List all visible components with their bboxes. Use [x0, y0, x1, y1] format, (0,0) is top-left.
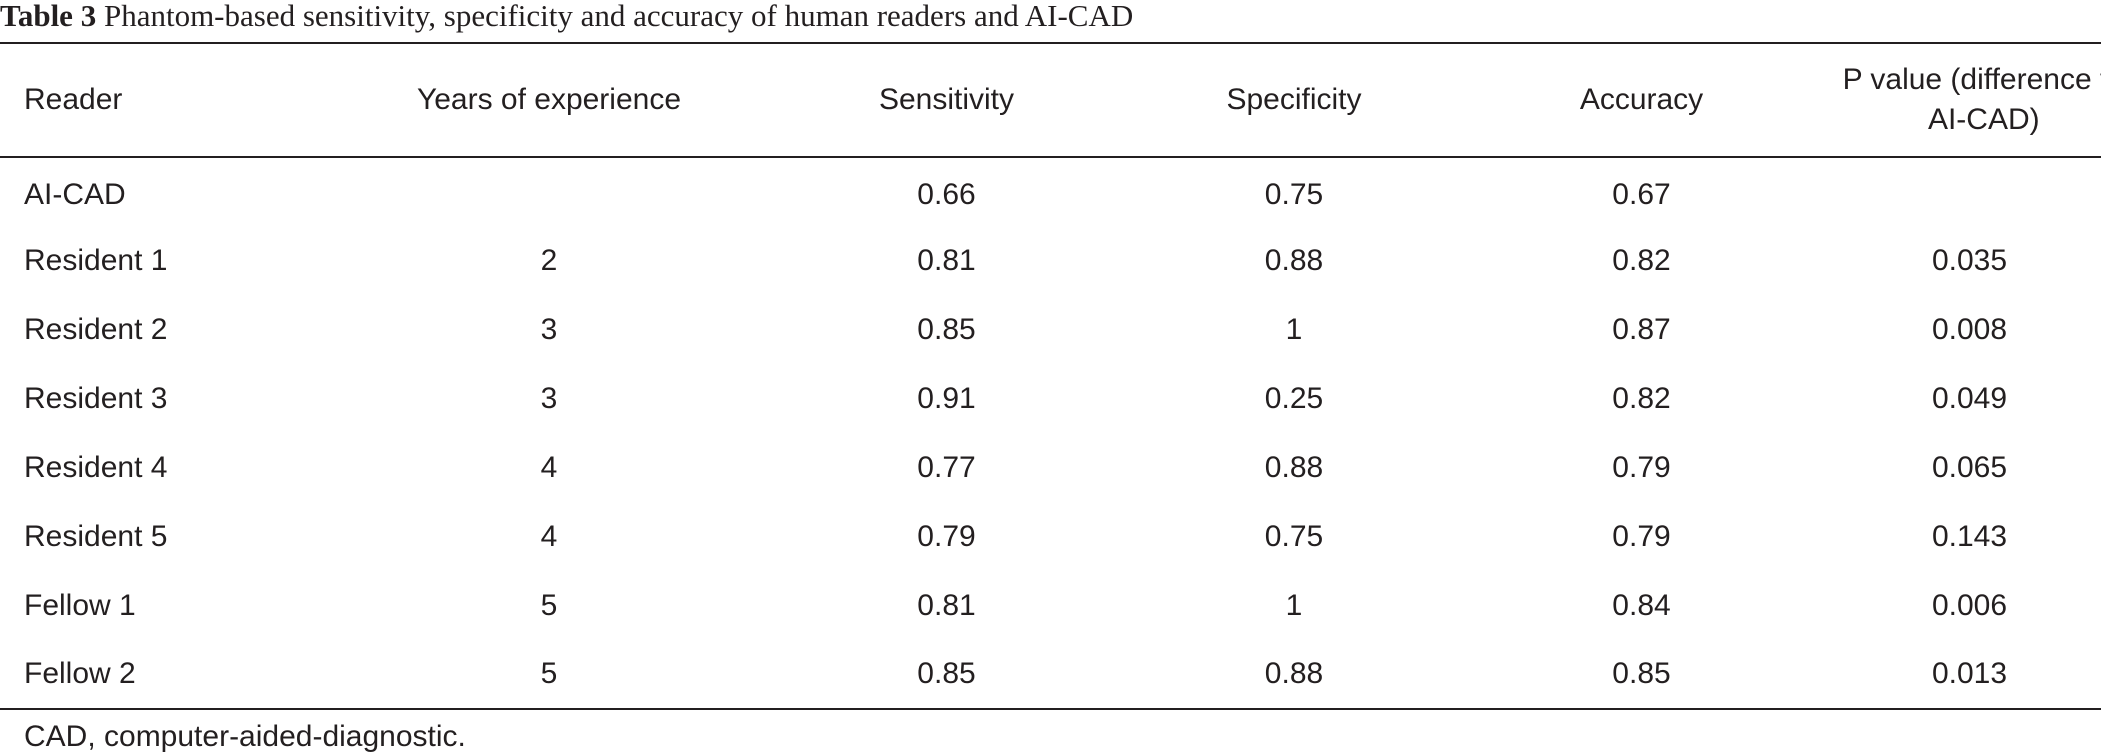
cell-accuracy: 0.85	[1612, 657, 1671, 690]
header-specificity: Specificity	[1226, 83, 1362, 116]
cell-pvalue: 0.035	[1931, 243, 2008, 277]
header-pvalue: P value (difference to AI-CAD)	[1794, 43, 2101, 157]
cell-specificity: 0.25	[1264, 381, 1324, 415]
cell-specificity: 0.88	[1264, 243, 1324, 277]
table-header: Reader Years of experience Sensitivity S…	[0, 43, 2101, 157]
cell-reader: AI-CAD	[24, 178, 126, 211]
cell-accuracy: 0.79	[1612, 450, 1671, 484]
table-row: AI-CAD 0.66 0.75 0.67	[0, 157, 2101, 226]
cell-reader: Resident 1	[24, 243, 168, 277]
cell-accuracy: 0.87	[1612, 312, 1671, 346]
cell-years: 4	[540, 450, 558, 484]
cell-pvalue: 0.006	[1931, 588, 2008, 622]
cell-sensitivity: 0.79	[917, 519, 976, 553]
cell-reader: Resident 5	[24, 519, 168, 553]
cell-specificity: 0.88	[1264, 450, 1324, 484]
cell-reader: Fellow 1	[24, 588, 136, 622]
cell-accuracy: 0.84	[1612, 588, 1671, 622]
cell-pvalue: 0.143	[1931, 519, 2008, 553]
header-years: Years of experience	[416, 83, 682, 116]
cell-specificity: 0.75	[1264, 519, 1324, 553]
cell-sensitivity: 0.66	[917, 178, 976, 211]
cell-sensitivity: 0.77	[917, 450, 976, 484]
cell-pvalue: 0.049	[1931, 381, 2008, 415]
header-row: Reader Years of experience Sensitivity S…	[0, 43, 2101, 157]
cell-sensitivity: 0.91	[917, 381, 976, 415]
table-caption-text: Phantom-based sensitivity, specificity a…	[103, 0, 1134, 33]
header-sensitivity: Sensitivity	[878, 83, 1015, 116]
table-caption-label: Table 3	[0, 0, 97, 33]
results-table: Reader Years of experience Sensitivity S…	[0, 42, 2101, 710]
cell-specificity: 0.75	[1264, 178, 1324, 211]
cell-specificity: 1	[1285, 312, 1303, 346]
table-row: Resident 4 4 0.77 0.88 0.79 0.065	[0, 433, 2101, 502]
table-row: Fellow 1 5 0.81 1 0.84 0.006	[0, 571, 2101, 640]
cell-specificity: 1	[1285, 588, 1303, 622]
cell-years: 4	[540, 519, 558, 553]
header-pvalue-text: P value (difference to AI-CAD)	[1843, 60, 2101, 140]
cell-pvalue: 0.013	[1931, 657, 2008, 690]
cell-years: 5	[540, 588, 558, 622]
cell-years: 2	[540, 243, 558, 277]
cell-accuracy: 0.82	[1612, 243, 1671, 277]
cell-sensitivity: 0.85	[917, 657, 976, 690]
cell-years	[304, 157, 794, 226]
cell-reader: Resident 3	[24, 381, 168, 415]
table-row: Resident 3 3 0.91 0.25 0.82 0.049	[0, 364, 2101, 433]
header-pvalue-line2: AI-CAD)	[1927, 103, 2040, 136]
header-pvalue-line1: P value (difference to	[1842, 63, 2101, 96]
cell-years: 3	[540, 381, 558, 415]
cell-years: 3	[540, 312, 558, 346]
cell-pvalue: 0.065	[1931, 450, 2008, 484]
header-reader: Reader	[24, 83, 123, 116]
table-row: Resident 2 3 0.85 1 0.87 0.008	[0, 295, 2101, 364]
cell-sensitivity: 0.85	[917, 312, 976, 346]
cell-accuracy: 0.67	[1612, 178, 1671, 211]
cell-pvalue	[1794, 157, 2101, 226]
table-body: AI-CAD 0.66 0.75 0.67 Resident 1 2 0.81 0.88 0.8…	[0, 157, 2101, 709]
table-footnote: CAD, computer-aided-diagnostic.	[24, 720, 466, 753]
table-row: Fellow 2 5 0.85 0.88 0.85 0.013	[0, 640, 2101, 709]
cell-specificity: 0.88	[1264, 657, 1324, 690]
cell-sensitivity: 0.81	[917, 243, 976, 277]
table-caption: Table 3 Phantom-based sensitivity, speci…	[0, 0, 1133, 42]
table-row: Resident 1 2 0.81 0.88 0.82 0.035	[0, 226, 2101, 295]
cell-accuracy: 0.79	[1612, 519, 1671, 553]
header-accuracy: Accuracy	[1579, 83, 1704, 116]
cell-reader: Resident 2	[24, 312, 168, 346]
table-row: Resident 5 4 0.79 0.75 0.79 0.143	[0, 502, 2101, 571]
cell-sensitivity: 0.81	[917, 588, 976, 622]
cell-reader: Fellow 2	[24, 657, 136, 690]
cell-pvalue: 0.008	[1931, 312, 2008, 346]
cell-accuracy: 0.82	[1612, 381, 1671, 415]
cell-years: 5	[540, 657, 558, 690]
cell-reader: Resident 4	[24, 450, 168, 484]
